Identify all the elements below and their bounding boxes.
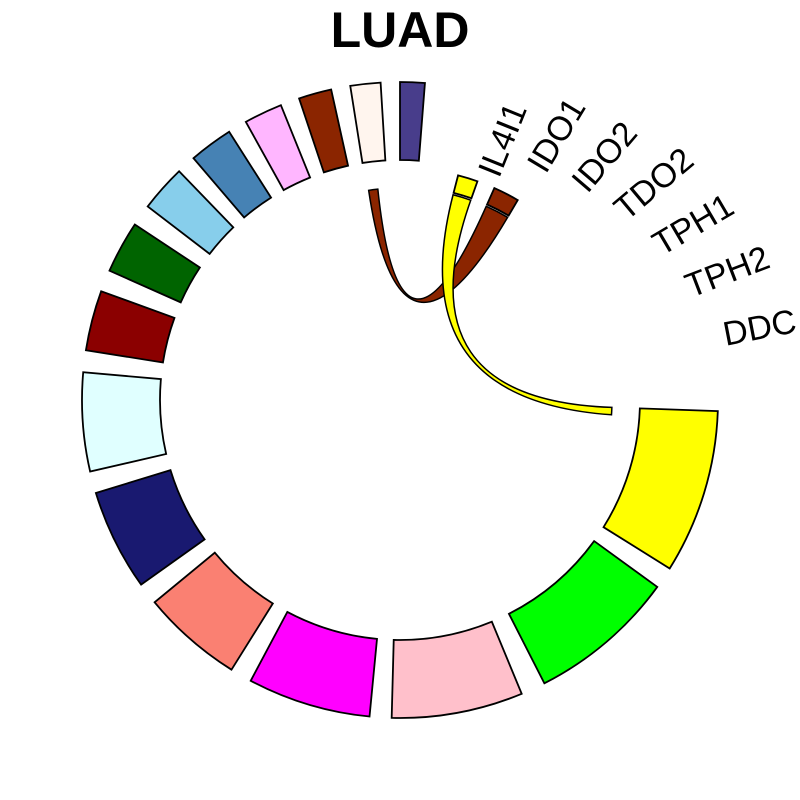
label-ddc: DDC: [720, 302, 800, 353]
sector-5: [146, 169, 235, 256]
sector-il4i1: [452, 174, 479, 200]
sector-12: [390, 620, 523, 719]
label-il4i1: IL4I1: [471, 98, 535, 182]
sector-11: [249, 610, 378, 718]
sector-ddc: [602, 407, 719, 570]
sector-9: [94, 469, 206, 586]
sector-4: [192, 130, 273, 219]
sector-ido1: [485, 186, 519, 217]
sector-10: [153, 551, 275, 671]
sector-7: [84, 290, 176, 364]
sector-13: [507, 539, 659, 685]
label-tph2: TPH2: [680, 239, 775, 306]
sector-6: [108, 223, 202, 304]
sector-2: [297, 88, 350, 174]
sector-0: [399, 81, 426, 162]
link-il4i1-ddc: [441, 193, 613, 416]
chord-sectors: [81, 81, 719, 719]
chord-links: [367, 188, 613, 416]
link-ido1: [367, 188, 509, 304]
sector-1: [349, 81, 387, 164]
sector-8: [81, 371, 168, 473]
sector-3: [244, 103, 312, 192]
chart-title: LUAD: [330, 2, 470, 58]
